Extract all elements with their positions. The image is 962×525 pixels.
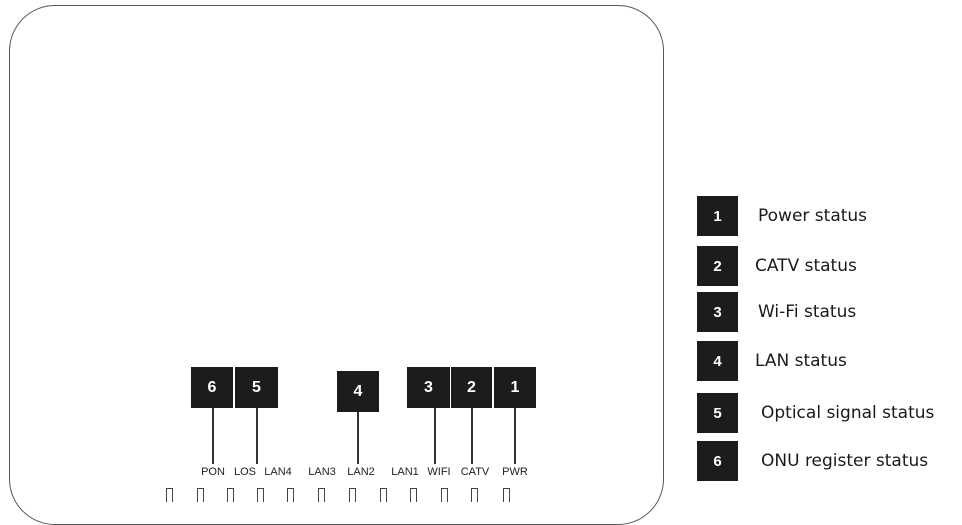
leader-line-wifi <box>434 408 436 464</box>
legend-text-power: Power status <box>758 206 868 226</box>
led-indicator-pwr <box>503 488 510 502</box>
led-indicator-wifi <box>349 488 356 502</box>
legend-text-onu: ONU register status <box>761 451 929 471</box>
led-indicator-lan1 <box>318 488 325 502</box>
led-indicator-pon <box>166 488 173 502</box>
onu-device-outline <box>9 5 664 525</box>
legend-badge-5: 5 <box>697 393 738 433</box>
leader-line-catv <box>471 408 473 464</box>
led-indicator-extra2 <box>441 488 448 502</box>
callout-badge-6: 6 <box>191 367 233 408</box>
port-label-lan1: LAN1 <box>391 466 419 478</box>
port-label-pon: PON <box>201 466 225 478</box>
legend-text-lan: LAN status <box>755 351 847 371</box>
leader-line-los <box>256 408 258 464</box>
port-label-wifi: WIFI <box>427 466 451 478</box>
callout-badge-2: 2 <box>451 367 492 408</box>
led-indicator-extra3 <box>471 488 478 502</box>
leader-line-pon <box>212 408 214 464</box>
led-indicator-catv <box>380 488 387 502</box>
legend-badge-4: 4 <box>697 341 738 381</box>
port-label-lan4: LAN4 <box>264 466 292 478</box>
leader-line-lan2 <box>357 412 359 464</box>
callout-badge-5: 5 <box>235 367 278 408</box>
port-label-catv: CATV <box>460 466 490 478</box>
legend-badge-2: 2 <box>697 246 738 286</box>
legend-badge-6: 6 <box>697 441 738 481</box>
led-indicator-los <box>197 488 204 502</box>
leader-line-pwr <box>514 408 516 464</box>
led-indicator-lan3 <box>257 488 264 502</box>
legend-badge-3: 3 <box>697 292 738 332</box>
callout-badge-3: 3 <box>407 367 450 408</box>
led-indicator-lan4 <box>227 488 234 502</box>
led-indicator-lan2 <box>287 488 294 502</box>
port-label-los: LOS <box>233 466 257 478</box>
callout-badge-4: 4 <box>337 371 379 412</box>
legend-text-wifi: Wi-Fi status <box>758 302 857 322</box>
callout-badge-1: 1 <box>494 367 536 408</box>
led-indicator-extra1 <box>410 488 417 502</box>
legend-text-optical: Optical signal status <box>761 403 935 423</box>
legend-text-catv: CATV status <box>755 256 857 276</box>
port-label-lan3: LAN3 <box>308 466 336 478</box>
port-label-lan2: LAN2 <box>347 466 375 478</box>
legend-badge-1: 1 <box>697 196 738 236</box>
port-label-pwr: PWR <box>502 466 528 478</box>
